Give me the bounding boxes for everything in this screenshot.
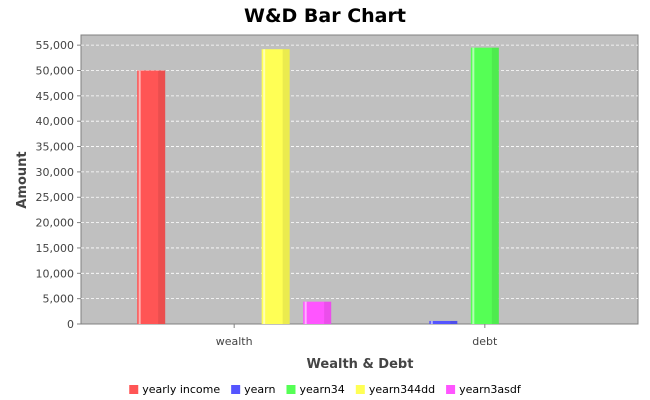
legend-item[interactable]: yearn34 — [286, 383, 344, 396]
legend-item[interactable]: yearn3asdf — [446, 383, 522, 396]
x-axis-ticks: wealth debt — [216, 324, 498, 348]
legend-label: yearn3asdf — [459, 383, 522, 396]
y-axis-label: Amount — [15, 151, 30, 208]
bar-shade — [283, 49, 290, 324]
legend-label: yearly income — [142, 383, 220, 396]
legend-swatch — [129, 385, 138, 394]
bar-shade — [324, 302, 331, 324]
chart-title: W&D Bar Chart — [244, 5, 406, 27]
y-tick-label: 40,000 — [36, 115, 75, 128]
legend-label: yearn344dd — [369, 383, 435, 396]
legend-swatch — [231, 385, 240, 394]
legend-swatch — [356, 385, 365, 394]
legend-swatch — [446, 385, 455, 394]
x-tick-label: wealth — [216, 335, 253, 348]
legend-item[interactable]: yearly income — [129, 383, 220, 396]
y-axis-ticks: 0 5,000 10,000 15,000 20,000 25,000 30,000 35,0… — [36, 39, 82, 331]
bar-shade — [492, 48, 499, 324]
y-tick-label: 10,000 — [36, 267, 75, 280]
bar-shade — [450, 321, 457, 324]
x-tick-label: debt — [472, 335, 498, 348]
y-tick-label: 5,000 — [43, 293, 75, 306]
y-tick-label: 0 — [67, 318, 74, 331]
bar-highlight — [472, 48, 474, 324]
x-axis-label: Wealth & Debt — [307, 357, 414, 372]
legend-item[interactable]: yearn344dd — [356, 383, 435, 396]
y-tick-label: 20,000 — [36, 217, 75, 230]
legend-label: yearn — [244, 383, 275, 396]
legend-item[interactable]: yearn — [231, 383, 275, 396]
bar-highlight — [431, 321, 433, 324]
bar-highlight — [139, 70, 141, 324]
legend-swatch — [286, 385, 295, 394]
y-tick-label: 25,000 — [36, 191, 75, 204]
bar-shade — [158, 70, 165, 324]
y-tick-label: 50,000 — [36, 64, 75, 77]
bar-highlight — [305, 302, 307, 324]
bar-highlight — [263, 49, 265, 324]
y-tick-label: 45,000 — [36, 90, 75, 103]
legend: yearly income yearn yearn34 yearn344dd yearn… — [129, 383, 522, 396]
y-tick-label: 55,000 — [36, 39, 75, 52]
y-tick-label: 35,000 — [36, 141, 75, 154]
legend-label: yearn34 — [299, 383, 344, 396]
y-tick-label: 30,000 — [36, 166, 75, 179]
y-tick-label: 15,000 — [36, 242, 75, 255]
